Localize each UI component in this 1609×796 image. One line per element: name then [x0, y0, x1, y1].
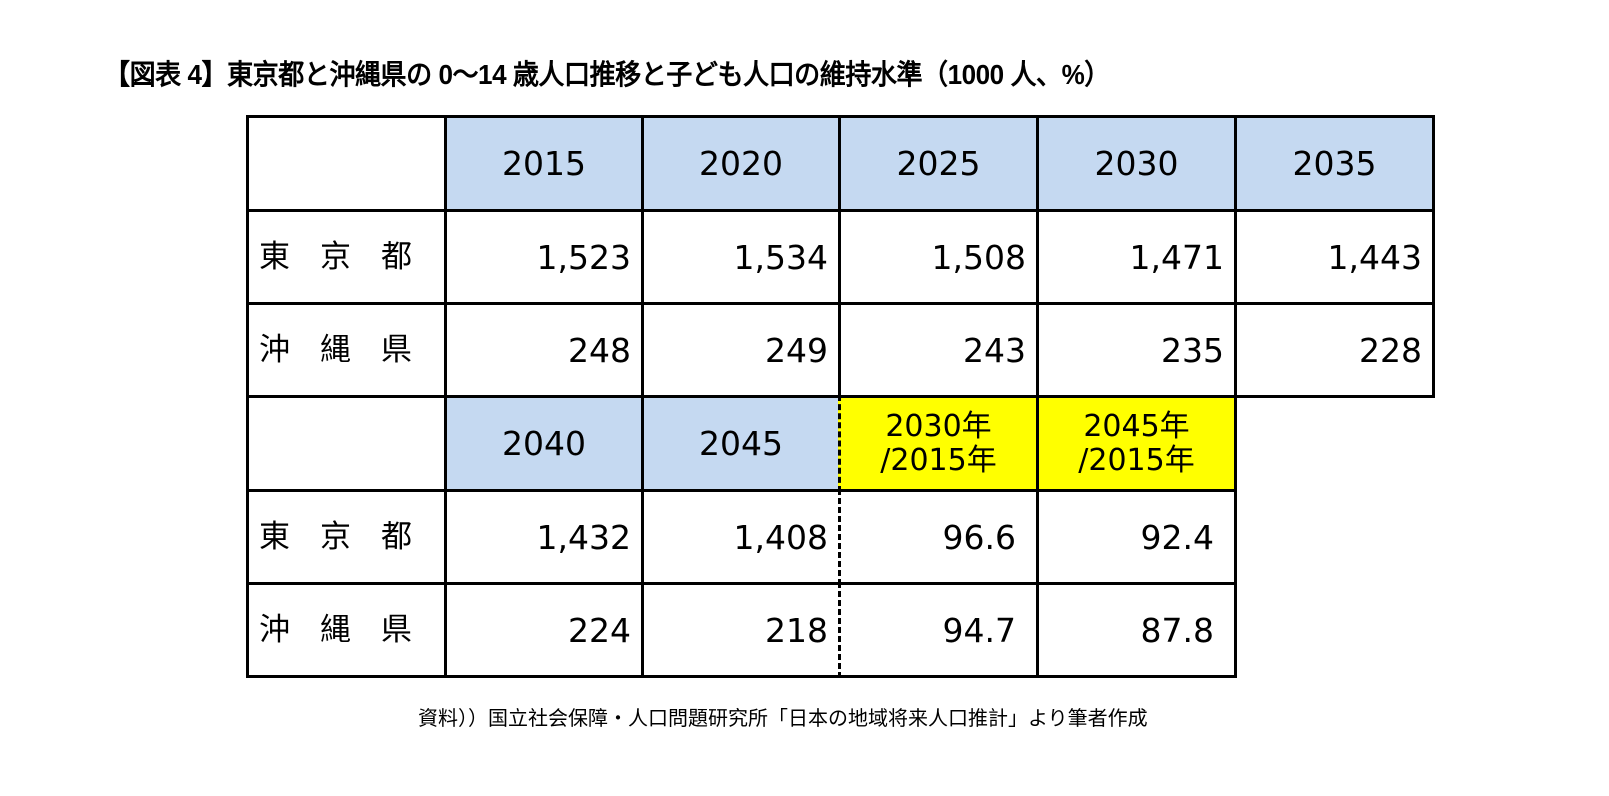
tokyo-2030: 1,471 [1036, 209, 1237, 305]
row-label-okinawa: 沖縄県 [246, 302, 447, 398]
row-label-tokyo-lower: 東京都 [246, 489, 447, 585]
okinawa-ratio-2030: 94.7 [838, 582, 1039, 678]
header-2030: 2030 [1036, 115, 1237, 212]
upper-corner-cell [246, 115, 447, 212]
lower-corner-cell [246, 395, 447, 492]
row-label-okinawa-lower: 沖縄県 [246, 582, 447, 678]
tokyo-2045: 1,408 [641, 489, 841, 585]
ratio-header-2045-2015: 2045年 /2015年 [1036, 395, 1237, 492]
header-2045: 2045 [641, 395, 841, 492]
okinawa-2030: 235 [1036, 302, 1237, 398]
header-2035: 2035 [1234, 115, 1435, 212]
figure-title: 【図表 4】東京都と沖縄県の 0〜14 歳人口推移と子ども人口の維持水準（100… [104, 59, 1110, 90]
ratio-header-line1: 2030年 [885, 408, 992, 444]
okinawa-2040: 224 [444, 582, 644, 678]
okinawa-2020: 249 [641, 302, 841, 398]
tokyo-2035: 1,443 [1234, 209, 1435, 305]
header-2020: 2020 [641, 115, 841, 212]
tokyo-2020: 1,534 [641, 209, 841, 305]
header-2015: 2015 [444, 115, 644, 212]
okinawa-2035: 228 [1234, 302, 1435, 398]
ratio-header-line1: 2045年 [1083, 408, 1190, 444]
ratio-header-line2: /2015年 [880, 442, 997, 478]
row-label-tokyo: 東京都 [246, 209, 447, 305]
okinawa-2025: 243 [838, 302, 1039, 398]
header-2040: 2040 [444, 395, 644, 492]
source-note: 資料））国立社会保障・人口問題研究所「日本の地域将来人口推計」より筆者作成 [418, 706, 1148, 730]
ratio-header-line2: /2015年 [1078, 442, 1195, 478]
tokyo-ratio-2030: 96.6 [838, 489, 1039, 585]
tokyo-2040: 1,432 [444, 489, 644, 585]
ratio-header-2030-2015: 2030年 /2015年 [838, 395, 1039, 492]
header-2025: 2025 [838, 115, 1039, 212]
okinawa-2015: 248 [444, 302, 644, 398]
okinawa-2045: 218 [641, 582, 841, 678]
tokyo-2025: 1,508 [838, 209, 1039, 305]
tokyo-ratio-2045: 92.4 [1036, 489, 1237, 585]
okinawa-ratio-2045: 87.8 [1036, 582, 1237, 678]
tokyo-2015: 1,523 [444, 209, 644, 305]
